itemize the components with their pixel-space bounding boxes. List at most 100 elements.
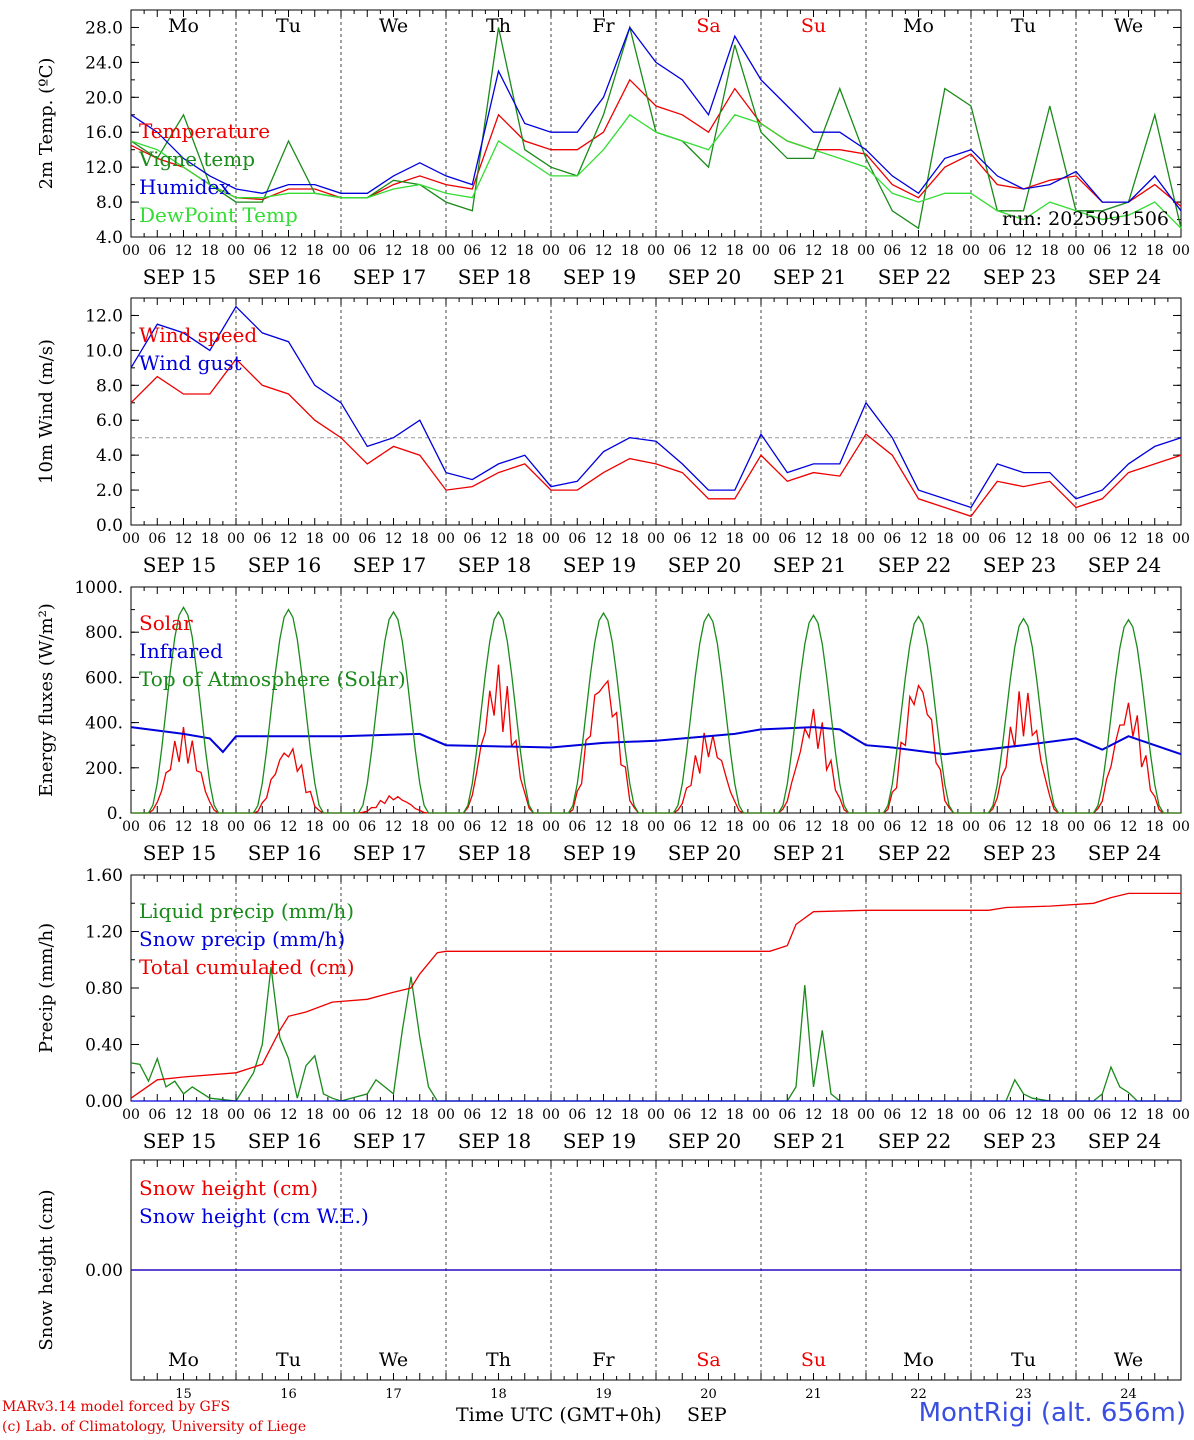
hour-tick-label: 00 (1172, 531, 1190, 547)
date-label: SEP 24 (1088, 553, 1162, 577)
hour-tick-label: 18 (306, 531, 324, 547)
hour-tick-label: 18 (936, 243, 954, 259)
hour-tick-label: 12 (910, 243, 928, 259)
hour-tick-label: 06 (568, 243, 586, 259)
date-label: SEP 18 (458, 841, 532, 865)
hour-tick-label: 06 (988, 819, 1006, 835)
y-tick-label: 800. (85, 623, 123, 643)
hour-tick-label: 00 (647, 819, 665, 835)
hour-tick-label: 00 (962, 531, 980, 547)
hour-tick-label: 06 (778, 531, 796, 547)
date-label: SEP 15 (143, 553, 217, 577)
hour-tick-label: 06 (778, 243, 796, 259)
y-tick-label: 10.0 (85, 341, 123, 361)
hour-tick-label: 00 (647, 1107, 665, 1123)
hour-tick-label: 00 (1067, 243, 1085, 259)
hour-tick-label: 12 (700, 531, 718, 547)
date-label: SEP 17 (353, 841, 427, 865)
hour-tick-label: 18 (411, 243, 429, 259)
hour-tick-label: 06 (778, 1107, 796, 1123)
hour-tick-label: 12 (280, 243, 298, 259)
hour-tick-label: 18 (201, 243, 219, 259)
hour-tick-label: 06 (673, 819, 691, 835)
station-label: MontRigi (alt. 656m) (918, 1398, 1186, 1428)
hour-tick-label: 12 (1120, 819, 1138, 835)
legend-entry: Infrared (139, 639, 223, 663)
y-tick-label: 20.0 (85, 88, 123, 108)
hour-tick-label: 00 (122, 819, 140, 835)
legend-entry: Liquid precip (mm/h) (139, 899, 354, 923)
y-tick-label: 0.40 (85, 1036, 123, 1056)
hour-tick-label: 06 (148, 531, 166, 547)
legend-entry: Vigne temp (138, 147, 255, 171)
hour-tick-label: 12 (910, 1107, 928, 1123)
hour-tick-label: 18 (1146, 531, 1164, 547)
hour-tick-label: 06 (358, 531, 376, 547)
hour-tick-label: 12 (595, 819, 613, 835)
series-line-total-cumulated-cm- (130, 892, 1181, 1099)
hour-tick-label: 00 (227, 1107, 245, 1123)
series-line-wind-speed (130, 358, 1182, 518)
hour-tick-label: 18 (1041, 819, 1059, 835)
x-axis-month: SEP (687, 1404, 727, 1426)
hour-tick-label: 00 (1067, 819, 1085, 835)
hour-tick-label: 12 (595, 243, 613, 259)
hour-tick-label: 18 (516, 819, 534, 835)
day-of-week-label: We (379, 1349, 408, 1371)
day-of-week-label: Mo (168, 1349, 199, 1371)
hour-tick-label: 06 (568, 819, 586, 835)
series-line-humidex (130, 26, 1182, 212)
y-tick-label: 0. (107, 804, 123, 824)
hour-tick-label: 06 (883, 531, 901, 547)
y-axis-label: Energy fluxes (W/m²) (36, 603, 57, 797)
day-of-week-label: Tu (1011, 1349, 1036, 1371)
hour-tick-label: 12 (490, 531, 508, 547)
hour-tick-label: 18 (516, 243, 534, 259)
hour-tick-label: 12 (490, 819, 508, 835)
hour-tick-label: 00 (227, 243, 245, 259)
hour-tick-label: 06 (463, 243, 481, 259)
hour-tick-label: 06 (568, 1107, 586, 1123)
day-of-week-label: We (379, 15, 408, 37)
hour-tick-label: 00 (122, 243, 140, 259)
y-tick-label: 1.20 (85, 923, 123, 943)
hour-tick-label: 12 (175, 243, 193, 259)
hour-tick-label: 00 (962, 1107, 980, 1123)
hour-tick-label: 18 (201, 819, 219, 835)
date-label: SEP 16 (248, 1129, 322, 1153)
date-label: SEP 24 (1088, 265, 1162, 289)
y-axis-label: Snow height (cm) (36, 1189, 57, 1350)
y-axis-label: 2m Temp. (ºC) (36, 58, 57, 190)
day-number-label: 21 (805, 1387, 822, 1402)
date-label: SEP 18 (458, 1129, 532, 1153)
hour-tick-label: 18 (831, 1107, 849, 1123)
y-tick-label: 200. (85, 759, 123, 779)
series-line-wind-gust (130, 305, 1182, 509)
hour-tick-label: 18 (831, 243, 849, 259)
hour-tick-label: 18 (306, 243, 324, 259)
hour-tick-label: 12 (385, 243, 403, 259)
hour-tick-label: 06 (1093, 531, 1111, 547)
date-label: SEP 22 (878, 1129, 952, 1153)
hour-tick-label: 18 (1041, 531, 1059, 547)
hour-tick-label: 06 (148, 819, 166, 835)
series-line-top-of-atmosphere-solar- (131, 605, 1181, 814)
series-line-infrared (130, 726, 1182, 756)
hour-tick-label: 06 (568, 531, 586, 547)
hour-tick-label: 00 (437, 243, 455, 259)
hour-tick-label: 18 (201, 1107, 219, 1123)
date-label: SEP 19 (563, 841, 637, 865)
hour-tick-label: 18 (1146, 243, 1164, 259)
hour-tick-label: 00 (227, 819, 245, 835)
hour-tick-label: 06 (988, 243, 1006, 259)
hour-tick-label: 00 (122, 1107, 140, 1123)
hour-tick-label: 18 (1146, 1107, 1164, 1123)
hour-tick-label: 18 (936, 1107, 954, 1123)
date-label: SEP 16 (248, 265, 322, 289)
hour-tick-label: 12 (805, 531, 823, 547)
date-label: SEP 16 (248, 553, 322, 577)
y-tick-label: 12.0 (85, 158, 123, 178)
hour-tick-label: 18 (831, 819, 849, 835)
day-of-week-label: Mo (903, 15, 934, 37)
hour-tick-label: 12 (700, 243, 718, 259)
